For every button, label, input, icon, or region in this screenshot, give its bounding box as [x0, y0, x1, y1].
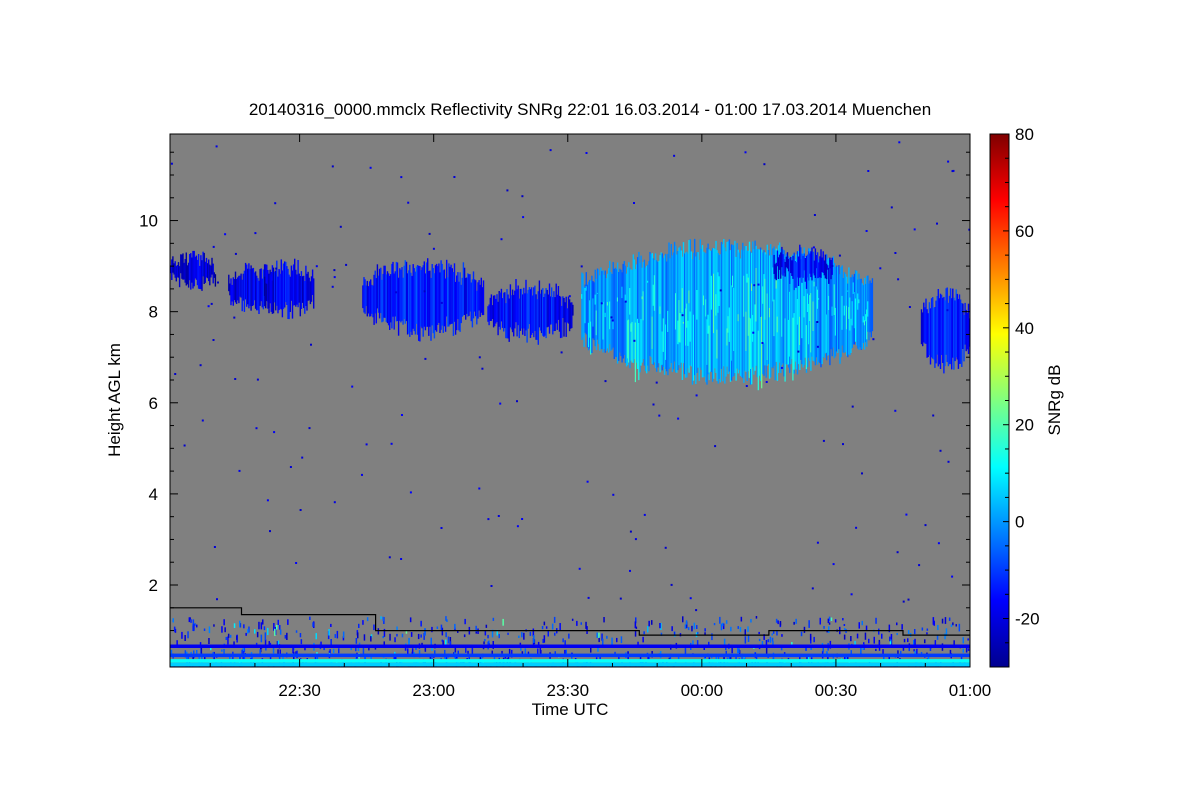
plot-frame [169, 133, 971, 668]
y-tick-label: 2 [149, 576, 158, 595]
colorbar-tick-label: 20 [1015, 416, 1034, 435]
cloud-segment [170, 250, 217, 291]
colorbar-axis: -20 0 20 40 60 80 [1003, 125, 1040, 668]
colorbar-tick-label: 60 [1015, 222, 1034, 241]
y-tick-label: 8 [149, 303, 158, 322]
y-tick-label: 6 [149, 394, 158, 413]
surface-band [170, 653, 970, 658]
y-axis: 2 4 6 8 10 [139, 151, 970, 632]
colorbar-tick-label: 0 [1015, 513, 1024, 532]
x-tick-label: 00:00 [681, 681, 724, 700]
x-axis-label: Time UTC [532, 700, 609, 719]
x-tick-label: 00:30 [815, 681, 858, 700]
surface-band [170, 659, 970, 663]
surface-band [170, 662, 970, 667]
surface-band [170, 644, 970, 648]
chart-title: 20140316_0000.mmclx Reflectivity SNRg 22… [249, 100, 931, 119]
colorbar-tick-label: -20 [1015, 610, 1040, 629]
cloud-segment [920, 287, 970, 374]
colorbar-label: SNRg dB [1045, 365, 1064, 436]
x-axis: 22:30 23:00 23:30 00:00 00:30 01:00 [209, 134, 992, 700]
noise-specks [170, 141, 970, 612]
y-tick-label: 4 [149, 485, 158, 504]
x-tick-label: 22:30 [278, 681, 321, 700]
colorbar-tick-label: 80 [1015, 125, 1034, 144]
y-axis-label: Height AGL km [105, 343, 124, 457]
cloud-segment [581, 238, 874, 391]
x-tick-label: 23:00 [412, 681, 455, 700]
boundary-line [170, 607, 970, 636]
cloud-segment [362, 258, 485, 342]
y-tick-label: 10 [139, 212, 158, 231]
x-tick-label: 01:00 [949, 681, 992, 700]
x-tick-label: 23:30 [546, 681, 589, 700]
colorbar-tick-label: 40 [1015, 319, 1034, 338]
reflectivity-echoes [170, 141, 970, 667]
cloud-segment [263, 258, 315, 320]
plot-area [170, 134, 970, 667]
cloud-segment [487, 279, 574, 345]
